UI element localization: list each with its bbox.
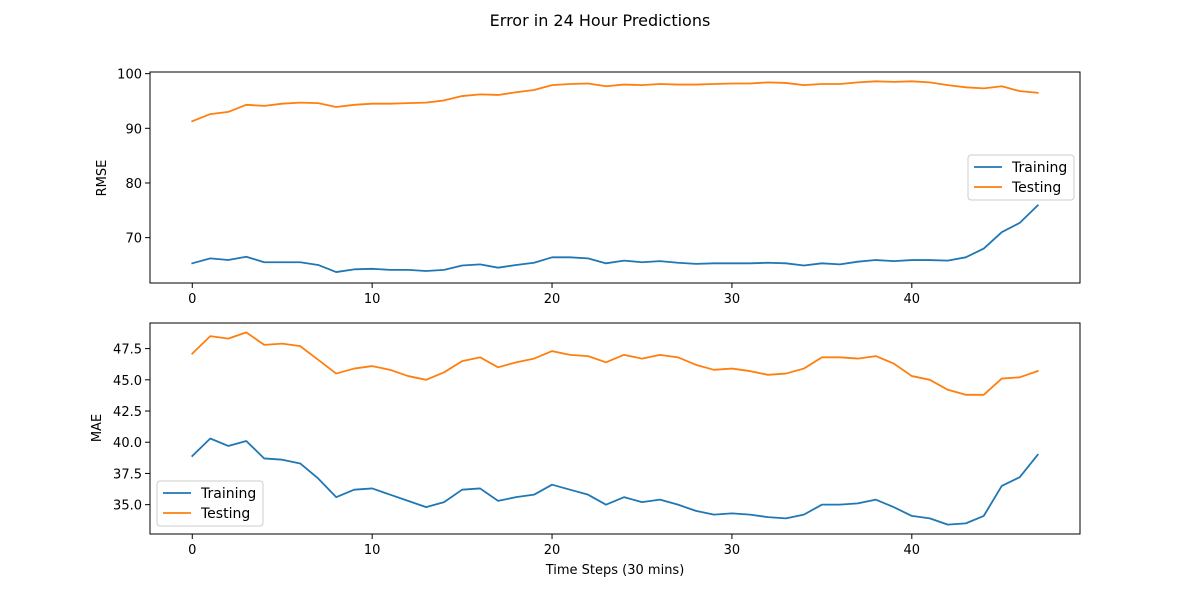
mae-ytick-label: 45.0: [113, 374, 142, 389]
mae-subplot: MAE Time Steps (30 mins) 0 10 20 30 40 35.0 37…: [90, 322, 1081, 578]
mae-ytick-label: 35.0: [113, 499, 142, 514]
mae-xtick-label: 10: [364, 543, 381, 558]
mae-series-training-line: [190, 437, 1039, 526]
rmse-xtick-label: 20: [544, 292, 561, 307]
mae-ytick-label: 47.5: [113, 343, 142, 358]
rmse-ylabel: RMSE: [95, 160, 110, 197]
rmse-xtick-label: 40: [904, 292, 921, 307]
rmse-series-training-line: [191, 204, 1040, 273]
mae-xtick-label: 20: [544, 543, 561, 558]
rmse-xtick-label: 0: [188, 292, 196, 307]
legend-label-testing: Testing: [1011, 180, 1061, 196]
rmse-axes-frame: [149, 71, 1081, 284]
mae-ytick-label: 40.0: [113, 436, 142, 451]
rmse-legend: Training Testing: [967, 154, 1075, 201]
rmse-ytick-label: 100: [117, 68, 142, 83]
mae-ylabel: MAE: [90, 414, 105, 442]
rmse-ytick-label: 90: [125, 122, 142, 137]
rmse-xtick-label: 30: [724, 292, 741, 307]
mae-axes-frame: [149, 322, 1081, 535]
mae-series-testing-line: [190, 331, 1039, 396]
legend-label-training: Training: [200, 486, 256, 502]
legend-label-testing: Testing: [200, 506, 250, 522]
mae-ytick-label: 42.5: [113, 405, 142, 420]
figure-title: Error in 24 Hour Predictions: [490, 11, 711, 30]
mae-xtick-label: 0: [188, 543, 196, 558]
legend-label-training: Training: [1011, 160, 1067, 176]
rmse-xtick-label: 10: [364, 292, 381, 307]
mae-xlabel: Time Steps (30 mins): [545, 563, 685, 578]
mae-legend: Training Testing: [156, 480, 264, 527]
mae-xtick-label: 40: [904, 543, 921, 558]
mae-ytick-label: 37.5: [113, 467, 142, 482]
rmse-ytick-label: 70: [125, 232, 142, 247]
rmse-ytick-label: 80: [125, 177, 142, 192]
mae-xtick-label: 30: [724, 543, 741, 558]
rmse-series-testing-line: [191, 80, 1039, 123]
rmse-subplot: RMSE 0 10 20 30 40 70 80 90 100 Training Testing: [95, 68, 1081, 307]
